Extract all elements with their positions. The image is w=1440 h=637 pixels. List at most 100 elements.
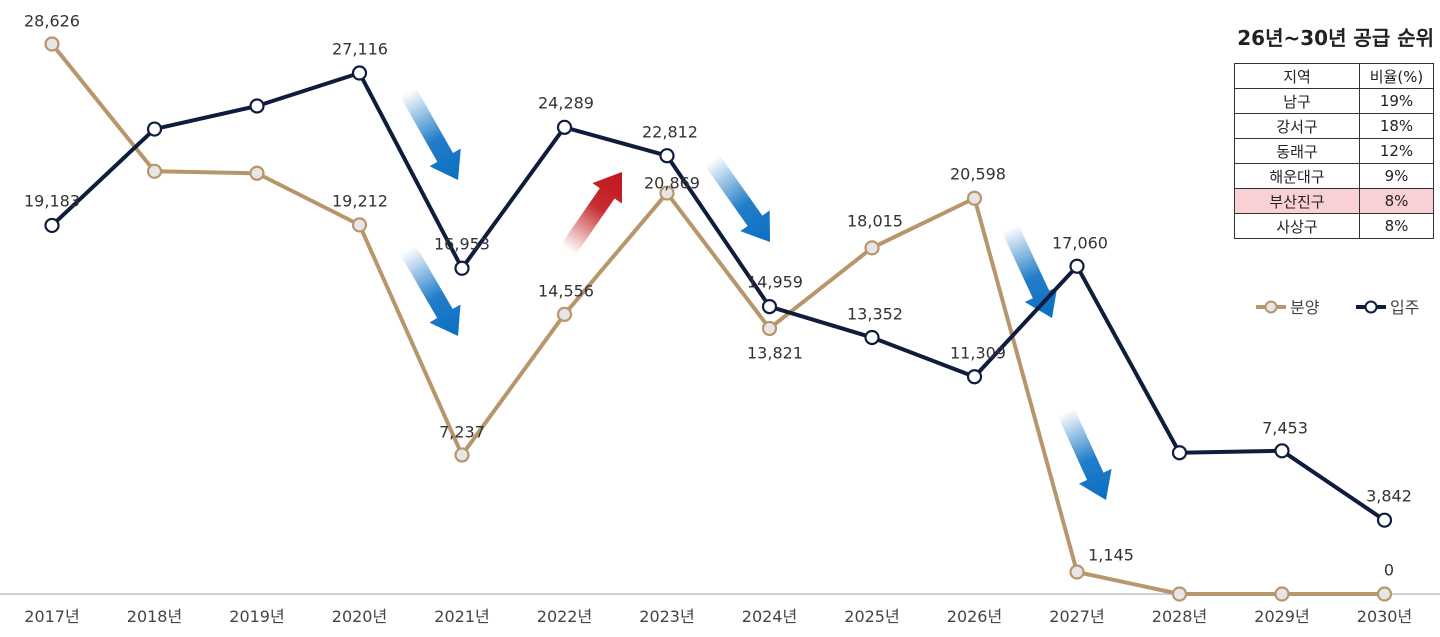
legend-label: 분양 [1290,298,1320,317]
data-label: 18,015 [847,212,903,231]
ipju-point [454,260,470,276]
x-tick-labels: 2017년 2018년 2019년 2020년 2021년 2022년 2023년 2024년… [24,607,1412,626]
data-label: 22,812 [642,123,698,142]
data-labels: 28,626 19,212 7,237 14,556 20,869 13,821 18,01… [24,12,1412,580]
ipju-point [249,98,265,114]
ranking-panel: 26년~30년 공급 순위 지역 비율(%) 남구 19% 강서구 18% 동래… [1234,22,1434,239]
data-label: 11,309 [950,344,1006,363]
bunyang-point [1069,564,1085,580]
data-label: 3,842 [1366,487,1412,506]
series-line-1 [50,71,1386,522]
ipju-point [1069,258,1085,274]
x-tick-label: 2024년 [742,607,797,626]
ranking-ratio: 8% [1359,213,1434,239]
ipju-point [44,217,60,234]
ranking-ratio: 8% [1359,188,1434,214]
data-label: 14,959 [747,273,803,292]
x-tick-label: 2021년 [434,607,489,626]
ipju-point [146,121,163,137]
ipju-point [1274,443,1290,459]
legend-label: 입주 [1390,298,1419,317]
ranking-ratio: 9% [1359,163,1434,189]
bunyang-point [454,447,470,463]
legend-swatch-marker [1364,300,1378,314]
trend-arrows [400,87,1112,501]
x-tick-label: 2017년 [24,607,79,626]
bunyang-point [761,320,778,337]
ranking-ratio: 12% [1359,138,1434,164]
ranking-row: 사상구 8% [1234,213,1434,239]
x-tick-label: 2030년 [1357,607,1412,626]
data-label: 13,352 [847,305,903,324]
x-tick-label: 2018년 [127,607,182,626]
bunyang-point [351,217,368,233]
ranking-region: 강서구 [1234,113,1360,139]
bunyang-point [1274,586,1290,602]
bunyang-point [1171,586,1188,602]
ipju-point [1376,512,1393,528]
x-tick-label: 2023년 [639,607,694,626]
bunyang-point [146,163,163,179]
ranking-header-row: 지역 비율(%) [1234,63,1434,89]
ipju-point [1171,445,1188,461]
trend-arrow-down [704,154,770,242]
bunyang-point [44,36,60,52]
series-lines [50,42,1386,596]
series-line-0 [50,42,1385,596]
bunyang-point [249,165,265,181]
ipju-point [966,369,983,385]
ipju-point [556,119,573,135]
data-label: 7,237 [439,423,485,442]
ipju-point [761,298,778,315]
trend-arrow-down [400,245,461,336]
ranking-row-highlighted: 부산진구 8% [1234,188,1434,214]
data-label: 17,060 [1052,234,1108,253]
data-label: 20,869 [644,174,700,193]
ipju-point [351,65,368,81]
data-label: 19,212 [332,192,388,211]
ranking-region: 부산진구 [1234,188,1360,214]
x-tick-label: 2019년 [229,607,284,626]
data-label: 20,598 [950,165,1006,184]
x-tick-label: 2020년 [332,607,387,626]
trend-arrow-up [560,172,622,256]
x-tick-label: 2026년 [947,607,1002,626]
data-label: 14,556 [538,282,594,301]
trend-arrow-down [1057,408,1112,501]
bunyang-point [864,240,880,256]
data-label: 13,821 [747,344,803,363]
ranking-region: 동래구 [1234,138,1360,164]
ranking-row: 해운대구 9% [1234,163,1434,189]
data-label: 16,953 [434,235,490,254]
data-label: 1,145 [1088,546,1134,565]
x-tick-label: 2022년 [537,607,592,626]
bunyang-point [659,185,675,201]
ranking-region: 사상구 [1234,213,1360,239]
legend: 분양 입주 [1256,298,1419,317]
ranking-ratio: 19% [1359,88,1434,114]
data-label: 24,289 [538,94,594,113]
ranking-table: 지역 비율(%) 남구 19% 강서구 18% 동래구 12% 해운대구 9% … [1234,63,1434,239]
ranking-header-ratio: 비율(%) [1359,63,1434,89]
ranking-region: 남구 [1234,88,1360,114]
bunyang-point [1376,586,1393,602]
ranking-ratio: 18% [1359,113,1434,139]
x-tick-label: 2027년 [1049,607,1104,626]
ipju-point [864,329,880,346]
data-label: 27,116 [332,40,388,59]
ranking-row: 남구 19% [1234,88,1434,114]
series-points [44,36,1393,602]
ranking-header-region: 지역 [1234,63,1360,89]
x-tick-label: 2025년 [844,607,899,626]
x-tick-label: 2029년 [1254,607,1309,626]
bunyang-point [966,190,983,206]
ranking-row: 동래구 12% [1234,138,1434,164]
bunyang-point [556,306,573,322]
data-label: 7,453 [1262,419,1308,438]
ranking-region: 해운대구 [1234,163,1360,189]
trend-arrow-down [1001,224,1058,319]
data-label: 19,183 [24,192,80,211]
ranking-row: 강서구 18% [1234,113,1434,139]
data-label: 28,626 [24,12,80,31]
